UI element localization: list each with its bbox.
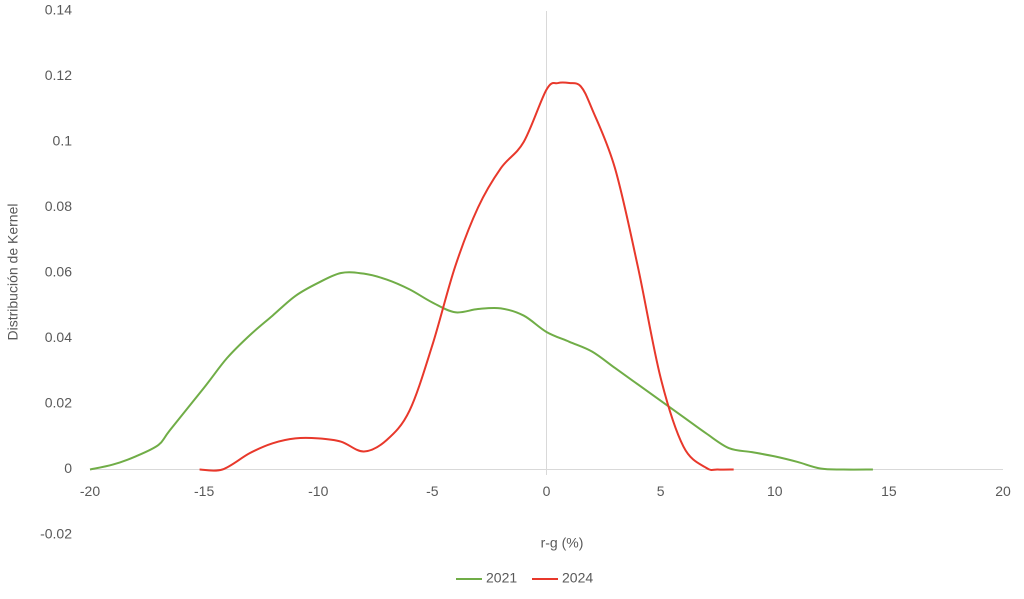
y-tick-label: 0.04 [45, 329, 72, 345]
y-tick-label: 0 [64, 460, 72, 476]
series-line [89, 271, 873, 471]
y-tick-label: 0.12 [45, 67, 72, 83]
x-tick-label: -5 [426, 483, 439, 499]
x-tick-label: 20 [995, 483, 1011, 499]
y-tick-label: 0.08 [45, 198, 72, 214]
x-tick-label: -20 [80, 483, 100, 499]
legend-label: 2021 [486, 570, 517, 586]
y-tick-label: -0.02 [40, 526, 72, 542]
x-tick-label: 15 [881, 483, 897, 499]
y-tick-label: 0.02 [45, 395, 72, 411]
x-tick-label: -10 [308, 483, 328, 499]
x-tick-label: -15 [194, 483, 214, 499]
x-tick-label: 10 [767, 483, 783, 499]
y-tick-label: 0.06 [45, 264, 72, 280]
y-axis-label: Distribución de Kernel [5, 204, 21, 341]
y-tick-label: 0.1 [53, 133, 73, 149]
series-line [199, 81, 734, 472]
legend-label: 2024 [562, 570, 593, 586]
x-axis-label: r-g (%) [541, 535, 584, 551]
y-tick-label: 0.14 [45, 2, 72, 18]
x-tick-label: 5 [657, 483, 665, 499]
x-tick-label: 0 [543, 483, 551, 499]
